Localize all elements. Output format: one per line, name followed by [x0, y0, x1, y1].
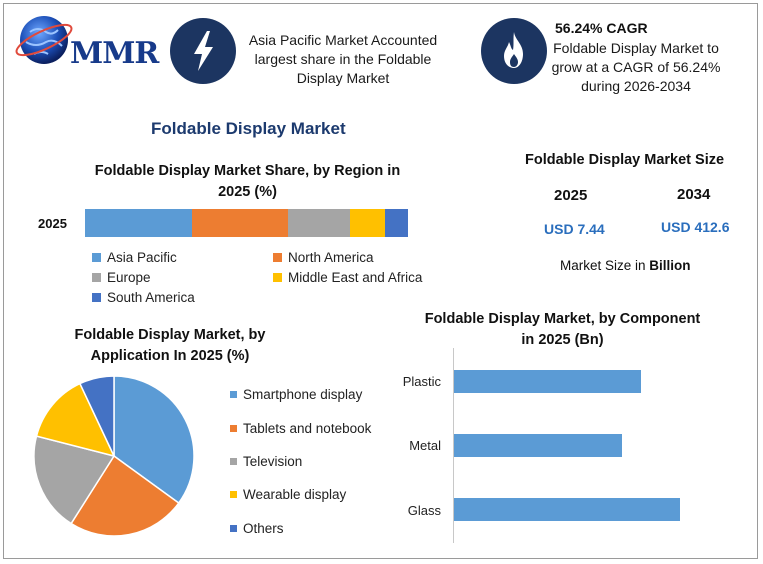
region-legend-mea: Middle East and Africa	[273, 270, 422, 285]
legend-label: Others	[243, 521, 284, 536]
legend-label: Smartphone display	[243, 387, 363, 402]
application-chart-title-line-1: Foldable Display Market, by	[74, 327, 266, 343]
market-size-year-2025: 2025	[554, 187, 588, 204]
component-bar-glass	[454, 498, 680, 521]
pie-legend-tablets: Tablets and notebook	[230, 421, 371, 436]
component-chart-title: Foldable Display Market, by Component in…	[400, 309, 725, 351]
application-pie-chart	[33, 375, 195, 537]
component-bar-metal	[454, 434, 622, 457]
region-bar-segment-south-america	[385, 209, 408, 237]
card2-title: 56.24% CAGR	[555, 20, 648, 36]
region-legend-north-america: North America	[273, 250, 374, 265]
region-category-label: 2025	[38, 216, 67, 231]
card2-line-1: Foldable Display Market to	[553, 40, 719, 56]
component-label-plastic: Plastic	[402, 374, 441, 389]
pie-slice-tablets-and-notebook	[70, 454, 180, 537]
legend-swatch	[273, 252, 282, 262]
component-chart-title-line-2: in 2025 (Bn)	[521, 332, 604, 348]
legend-swatch	[230, 490, 237, 498]
legend-swatch	[92, 252, 101, 262]
region-bar-segment-middle-east-and-africa	[349, 209, 386, 237]
legend-swatch	[230, 424, 237, 432]
region-legend-europe: Europe	[92, 270, 151, 285]
globe-icon	[15, 16, 73, 64]
component-bar-plastic	[454, 370, 641, 393]
legend-swatch	[92, 292, 101, 302]
legend-swatch	[230, 390, 237, 398]
pie-legend-smartphone: Smartphone display	[230, 387, 362, 402]
market-size-note: Market Size in Billion	[560, 258, 691, 273]
market-size-note-prefix: Market Size in	[560, 258, 650, 273]
pie-legend-television: Television	[230, 454, 302, 469]
pie-legend-others: Others	[230, 521, 284, 536]
legend-label: Asia Pacific	[107, 250, 177, 265]
pie-slice-television	[33, 435, 116, 525]
legend-swatch	[230, 457, 237, 465]
card1-icon-circle	[170, 18, 236, 84]
market-size-title: Foldable Display Market Size	[525, 152, 725, 168]
lightning-bolt-icon	[194, 31, 213, 71]
legend-swatch	[273, 272, 282, 282]
application-chart-title-line-2: Application In 2025 (%)	[90, 348, 250, 364]
card2-text: Foldable Display Market to grow at a CAG…	[550, 39, 722, 96]
legend-swatch	[92, 272, 101, 282]
card1-line-1: Asia Pacific Market Accounted	[248, 32, 438, 48]
legend-label: Middle East and Africa	[288, 270, 423, 285]
flame-icon	[504, 32, 523, 68]
region-bar-segment-europe	[288, 209, 350, 237]
pie-legend-wearable: Wearable display	[230, 487, 346, 502]
market-size-note-unit: Billion	[649, 258, 691, 273]
region-stacked-bar	[85, 209, 408, 237]
legend-label: Europe	[107, 270, 151, 285]
region-chart-title-line-1: Foldable Display Market Share, by Region…	[94, 163, 401, 179]
component-chart-title-line-1: Foldable Display Market, by Component	[424, 311, 701, 327]
market-size-value-2034: USD 412.6	[661, 219, 730, 235]
card1-text: Asia Pacific Market Accounted largest sh…	[238, 31, 448, 88]
component-label-metal: Metal	[409, 438, 441, 453]
region-chart-title: Foldable Display Market Share, by Region…	[60, 161, 435, 203]
market-size-year-2034: 2034	[677, 186, 711, 203]
card2-icon-circle	[481, 18, 547, 84]
legend-label: Television	[243, 454, 303, 469]
card1-line-2: largest share in the Foldable	[254, 51, 432, 67]
region-legend-south-america: South America	[92, 290, 195, 305]
legend-label: North America	[288, 250, 374, 265]
logo-text: MMR	[70, 36, 159, 71]
infographic-frame	[3, 3, 758, 559]
component-label-glass: Glass	[407, 503, 441, 518]
pie-slice-wearable-display	[35, 382, 116, 458]
main-title: Foldable Display Market	[151, 119, 346, 138]
card1-line-3: Display Market	[296, 70, 390, 86]
logo: MMR	[12, 10, 159, 71]
pie-slice-smartphone-display	[113, 375, 195, 505]
card2-line-2: grow at a CAGR of 56.24%	[551, 59, 721, 75]
legend-swatch	[230, 524, 237, 532]
pie-slice-others	[78, 375, 115, 457]
region-chart-title-line-2: 2025 (%)	[218, 184, 277, 200]
region-bar-segment-north-america	[191, 209, 289, 237]
region-bar-segment-asia-pacific	[85, 209, 192, 237]
component-axis-line	[453, 348, 454, 543]
market-size-value-2025: USD 7.44	[544, 221, 605, 237]
application-chart-title: Foldable Display Market, by Application …	[40, 325, 300, 367]
card2-line-3: during 2026-2034	[581, 78, 691, 94]
legend-label: Tablets and notebook	[243, 421, 372, 436]
region-legend-asia-pacific: Asia Pacific	[92, 250, 177, 265]
legend-label: South America	[107, 290, 195, 305]
legend-label: Wearable display	[243, 487, 347, 502]
